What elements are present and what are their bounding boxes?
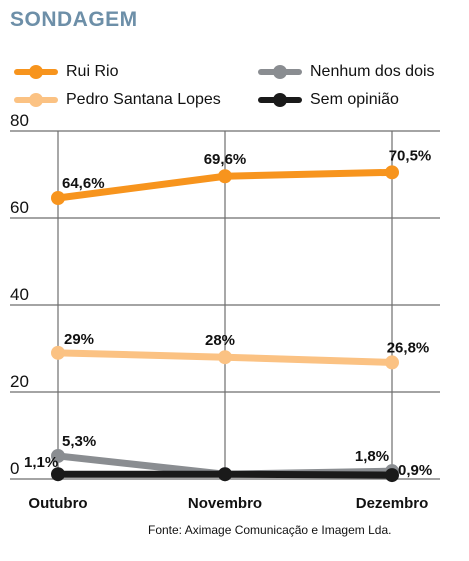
data-label-3-0: 1,1% <box>24 454 58 471</box>
point-1-0 <box>51 345 65 360</box>
point-1-2 <box>385 355 399 370</box>
legend-swatch-sem-opiniao <box>258 93 302 107</box>
data-label-1-2: 26,8% <box>387 339 430 356</box>
legend-label-rui-rio: Rui Rio <box>66 63 119 80</box>
point-1-1 <box>218 350 232 365</box>
point-3-1 <box>218 467 232 482</box>
legend-item-rui-rio: Rui Rio <box>14 63 118 81</box>
chart-title: SONDAGEM <box>10 8 138 31</box>
legend-swatch-pedro-santana-lopes <box>14 93 58 107</box>
x-tick-dezembro: Dezembro <box>356 495 429 512</box>
data-label-0-2: 70,5% <box>389 147 432 164</box>
data-label-0-1: 69,6% <box>204 151 247 168</box>
source-note: Fonte: Aximage Comunicação e Imagem Lda. <box>148 523 392 537</box>
point-0-0 <box>51 190 65 205</box>
y-tick-80: 80 <box>10 111 29 130</box>
legend-swatch-rui-rio <box>14 65 58 79</box>
x-tick-outubro: Outubro <box>28 495 87 512</box>
data-label-3-2: 0,9% <box>398 462 432 479</box>
y-tick-40: 40 <box>10 285 29 304</box>
y-tick-0: 0 <box>10 459 19 478</box>
point-3-2 <box>385 468 399 483</box>
legend-label-pedro-santana-lopes: Pedro Santana Lopes <box>66 91 221 108</box>
y-tick-20: 20 <box>10 372 29 391</box>
point-3-0 <box>51 467 65 482</box>
y-tick-60: 60 <box>10 198 29 217</box>
data-label-2-2: 1,8% <box>355 448 389 465</box>
data-label-0-0: 64,6% <box>62 175 105 192</box>
legend-item-nenhum-dos-dois: Nenhum dos dois <box>258 63 435 81</box>
point-0-2 <box>385 165 399 180</box>
legend-swatch-nenhum-dos-dois <box>258 65 302 79</box>
point-0-1 <box>218 169 232 184</box>
data-label-1-1: 28% <box>205 332 235 349</box>
legend-item-pedro-santana-lopes: Pedro Santana Lopes <box>14 91 221 109</box>
point-2-0 <box>51 448 65 463</box>
legend-label-sem-opiniao: Sem opinião <box>310 91 399 108</box>
data-label-1-0: 29% <box>64 331 94 348</box>
legend-item-sem-opiniao: Sem opinião <box>258 91 399 109</box>
x-tick-novembro: Novembro <box>188 495 262 512</box>
data-label-2-0: 5,3% <box>62 433 96 450</box>
legend-label-nenhum-dos-dois: Nenhum dos dois <box>310 63 435 80</box>
